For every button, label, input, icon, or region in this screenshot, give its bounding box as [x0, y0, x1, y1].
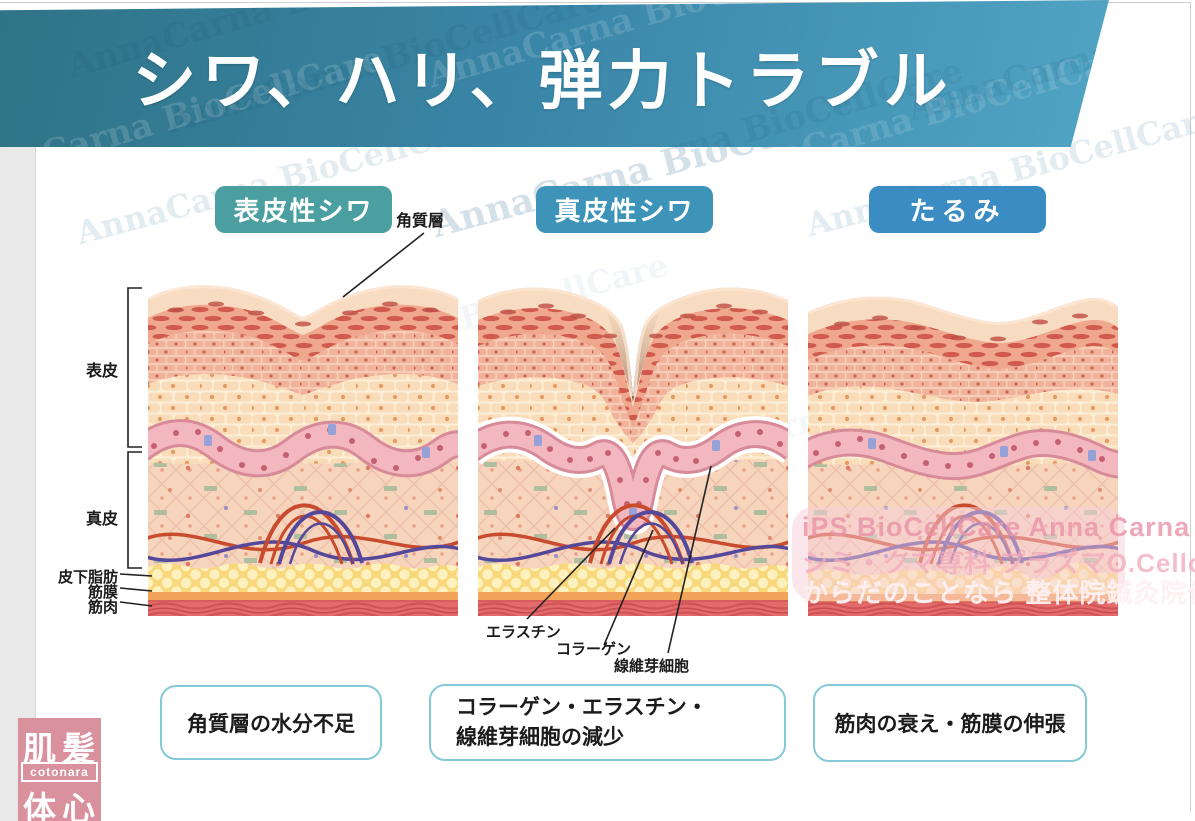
title-banner: AnnaCarna BioCellCare AnnaCarna BioCellC… [0, 0, 1109, 147]
skin-panel-epidermal [148, 285, 458, 616]
badge-dermal-wrinkle: 真皮性シワ [536, 186, 713, 233]
label-subcutaneous-fat: 皮下脂肪 [57, 569, 118, 586]
logo-char-kokoro: 心 [62, 790, 95, 821]
label-elastin: エラスチン [486, 624, 561, 641]
cause-text: 角質層の水分不足 [187, 712, 355, 736]
label-collagen: コラーゲン [556, 641, 632, 658]
logo-brand: cotonara [21, 762, 98, 782]
clinic-watermark-line2: シミ・クマ専科 プラズマO.Cello [802, 548, 1195, 578]
cause-text: コラーゲン・エラスチン・ [456, 695, 708, 719]
top-border-line [0, 2, 1190, 3]
cause-box-sagging: 筋肉の衰え・筋膜の伸張 [813, 684, 1087, 762]
badge-sagging: たるみ [869, 186, 1046, 233]
dermis-bracket [127, 451, 142, 569]
cause-box-epidermal: 角質層の水分不足 [160, 685, 382, 760]
cause-box-dermal: コラーゲン・エラスチン・ 線維芽細胞の減少 [429, 684, 786, 761]
label-fascia: 筋膜 [87, 584, 118, 601]
logo-char-karada: 体 [23, 790, 56, 821]
clinic-watermark-line1: iPS BioCellCare Anna Carna [802, 512, 1191, 542]
label-epidermis: 表皮 [85, 363, 118, 380]
right-border-line [1190, 2, 1191, 812]
logo-char-kami: 髪 [62, 730, 95, 767]
clinic-watermark-overlay: iPS BioCellCare Anna Carna シミ・クマ専科 プラズマO… [792, 507, 1195, 608]
clinic-watermark-line3: からだのことなら 整体院鍼灸院併設 [802, 578, 1195, 608]
skin-panel-dermal [478, 287, 788, 616]
badge-epidermal-wrinkle: 表皮性シワ [215, 186, 392, 233]
label-fibroblast: 線維芽細胞 [614, 658, 690, 675]
logo-char-hada: 肌 [23, 730, 56, 767]
cotonara-logo: 肌 髪 cotonara 体 心 [18, 718, 101, 821]
cause-text: 筋肉の衰え・筋膜の伸張 [834, 713, 1066, 736]
label-muscle: 筋肉 [87, 599, 118, 616]
cause-text: 線維芽細胞の減少 [456, 725, 624, 749]
page-title: シワ、ハリ、弾力トラブル [132, 44, 953, 119]
label-stratum-corneum: 角質層 [396, 213, 445, 230]
epidermis-bracket [127, 287, 142, 448]
label-dermis: 真皮 [85, 511, 118, 528]
left-margin-strip [0, 147, 36, 821]
